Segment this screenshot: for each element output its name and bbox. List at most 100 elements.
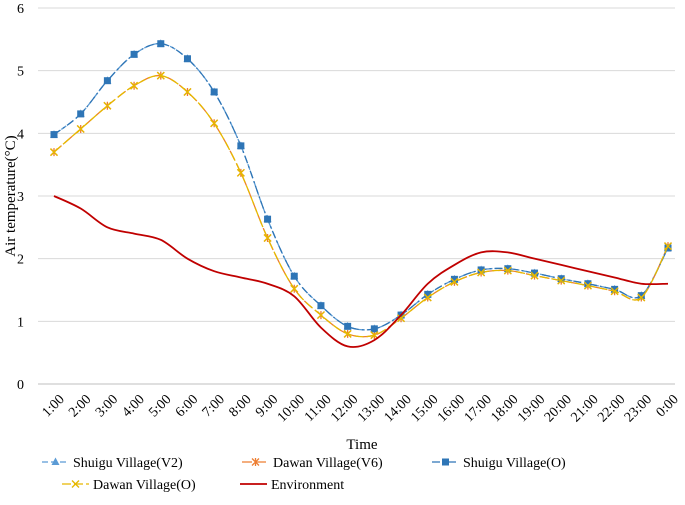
x-tick-label: 11:00 (302, 392, 335, 425)
data-point (103, 77, 111, 85)
data-point (477, 268, 486, 277)
series-0 (50, 39, 672, 332)
data-point (424, 290, 432, 298)
data-point (370, 325, 378, 333)
legend-marker (71, 480, 80, 488)
data-point (637, 292, 645, 300)
gridlines (38, 7, 675, 322)
y-tick-label: 6 (17, 2, 24, 17)
x-tick-label: 6:00 (173, 392, 201, 420)
series-group (50, 39, 672, 348)
data-point (583, 281, 592, 290)
data-point (531, 269, 539, 277)
data-point (263, 233, 272, 242)
data-point (450, 277, 459, 286)
data-point (290, 284, 299, 293)
legend-item: Dawan Village(V6) (242, 456, 383, 471)
data-point (77, 110, 85, 118)
data-point (664, 242, 672, 251)
x-tick-label: 19:00 (515, 392, 548, 425)
x-tick-label: 23:00 (622, 392, 655, 425)
x-axis-title: Time (346, 437, 377, 453)
x-tick-label: 12:00 (328, 392, 361, 425)
legend-marker (51, 457, 60, 465)
data-point (530, 271, 539, 280)
legend-label: Shuigu Village(V2) (73, 456, 183, 471)
x-tick-label: 3:00 (93, 392, 121, 420)
series-line (53, 43, 669, 331)
data-point (664, 244, 672, 252)
data-point (183, 55, 191, 63)
data-point (236, 168, 245, 177)
x-tick-label: 14:00 (382, 392, 415, 425)
series-line (53, 74, 669, 338)
legend-item: Dawan Village(O) (62, 478, 196, 493)
data-point (156, 71, 165, 80)
data-point (264, 215, 272, 223)
series-line (53, 195, 669, 348)
data-point (290, 272, 298, 280)
data-point (316, 311, 325, 320)
legend-item: Shuigu Village(O) (432, 456, 566, 471)
x-tick-label: 21:00 (569, 392, 602, 425)
series-2 (50, 40, 672, 333)
data-point (477, 266, 485, 274)
data-point (210, 119, 219, 128)
data-point (343, 329, 352, 338)
legend-item: Environment (240, 478, 344, 493)
data-point (130, 81, 139, 90)
data-point (157, 40, 165, 48)
x-tick-label: 18:00 (488, 392, 521, 425)
data-point (584, 280, 592, 288)
series-4 (53, 195, 669, 348)
legend-marker (251, 458, 260, 466)
x-tick-label: 10:00 (275, 392, 308, 425)
data-point (237, 142, 245, 150)
y-tick-label: 3 (17, 190, 24, 205)
x-tick-label: 16:00 (435, 392, 468, 425)
data-point (76, 124, 85, 133)
data-point (130, 50, 138, 58)
x-tick-label: 15:00 (408, 392, 441, 425)
x-tick-label: 5:00 (146, 392, 174, 420)
series-1 (50, 71, 672, 340)
y-tick-label: 0 (17, 378, 24, 393)
data-point (183, 87, 192, 96)
data-point (504, 265, 512, 273)
x-tick-label: 2:00 (66, 392, 94, 420)
series-3 (50, 71, 672, 340)
data-point (637, 293, 646, 302)
x-tick-label: 8:00 (226, 392, 254, 420)
data-point (610, 287, 619, 296)
x-tick-label: 17:00 (462, 392, 495, 425)
y-tick-label: 1 (17, 315, 24, 330)
data-point (50, 148, 58, 157)
series-line (53, 74, 669, 338)
x-tick-label: 7:00 (200, 392, 228, 420)
data-point (317, 302, 325, 310)
x-tick-label: 20:00 (542, 392, 575, 425)
data-point (423, 293, 432, 302)
legend-label: Environment (271, 478, 344, 493)
data-point (557, 276, 566, 285)
data-point (503, 266, 512, 275)
y-tick-label: 5 (17, 65, 24, 80)
legend-label: Dawan Village(O) (93, 478, 196, 493)
tick-labels: 01234561:002:003:004:005:006:007:008:009… (17, 2, 682, 425)
y-tick-label: 2 (17, 253, 24, 268)
data-point (611, 285, 619, 293)
x-tick-label: 0:00 (654, 392, 682, 420)
series-line (53, 43, 669, 331)
legend: Shuigu Village(V2) Dawan Village(V6) Shuig… (42, 456, 566, 493)
legend-item: Shuigu Village(V2) (42, 456, 183, 471)
x-tick-label: 22:00 (595, 392, 628, 425)
legend-marker (442, 458, 449, 466)
x-tick-label: 4:00 (120, 392, 148, 420)
legend-label: Dawan Village(V6) (273, 456, 383, 471)
data-point (50, 131, 58, 139)
data-point (210, 88, 218, 96)
y-tick-label: 4 (17, 127, 24, 142)
data-point (370, 331, 379, 340)
